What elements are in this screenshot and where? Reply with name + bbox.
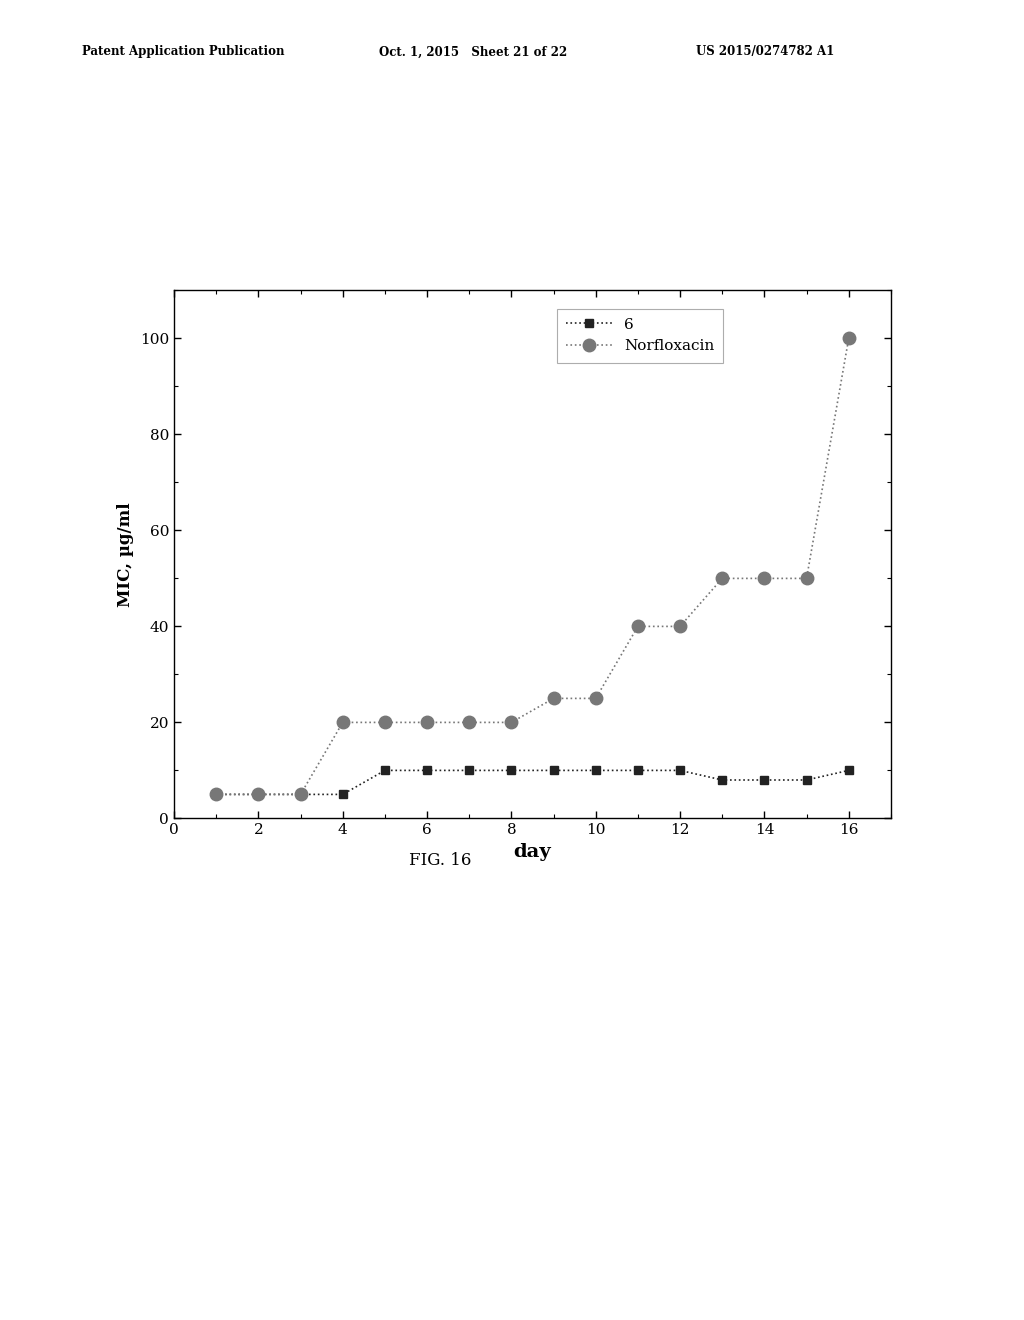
Text: FIG. 16: FIG. 16 [410,851,471,869]
6 [463,763,475,779]
Norfloxacin [252,787,264,803]
6 [210,787,222,803]
6 [337,787,349,803]
Norfloxacin [421,714,433,730]
Text: Oct. 1, 2015   Sheet 21 of 22: Oct. 1, 2015 Sheet 21 of 22 [379,45,567,58]
6 [252,787,264,803]
6 [758,772,770,788]
6 [548,763,560,779]
Norfloxacin [632,619,644,635]
X-axis label: day: day [514,842,551,861]
Line: Norfloxacin: Norfloxacin [210,333,855,801]
6 [674,763,686,779]
Norfloxacin [758,570,770,586]
6 [505,763,517,779]
6 [716,772,728,788]
Norfloxacin [295,787,307,803]
Norfloxacin [505,714,517,730]
Norfloxacin [590,690,602,706]
Norfloxacin [548,690,560,706]
Norfloxacin [379,714,391,730]
Norfloxacin [801,570,813,586]
6 [632,763,644,779]
Legend: 6, Norfloxacin: 6, Norfloxacin [557,309,723,363]
Y-axis label: MIC, µg/ml: MIC, µg/ml [118,502,134,607]
Text: Patent Application Publication: Patent Application Publication [82,45,285,58]
Text: US 2015/0274782 A1: US 2015/0274782 A1 [696,45,835,58]
6 [379,763,391,779]
Norfloxacin [674,619,686,635]
6 [421,763,433,779]
6 [590,763,602,779]
Line: 6: 6 [212,766,853,799]
6 [801,772,813,788]
Norfloxacin [337,714,349,730]
Norfloxacin [843,330,855,346]
6 [295,787,307,803]
Norfloxacin [210,787,222,803]
6 [843,763,855,779]
Norfloxacin [463,714,475,730]
Norfloxacin [716,570,728,586]
